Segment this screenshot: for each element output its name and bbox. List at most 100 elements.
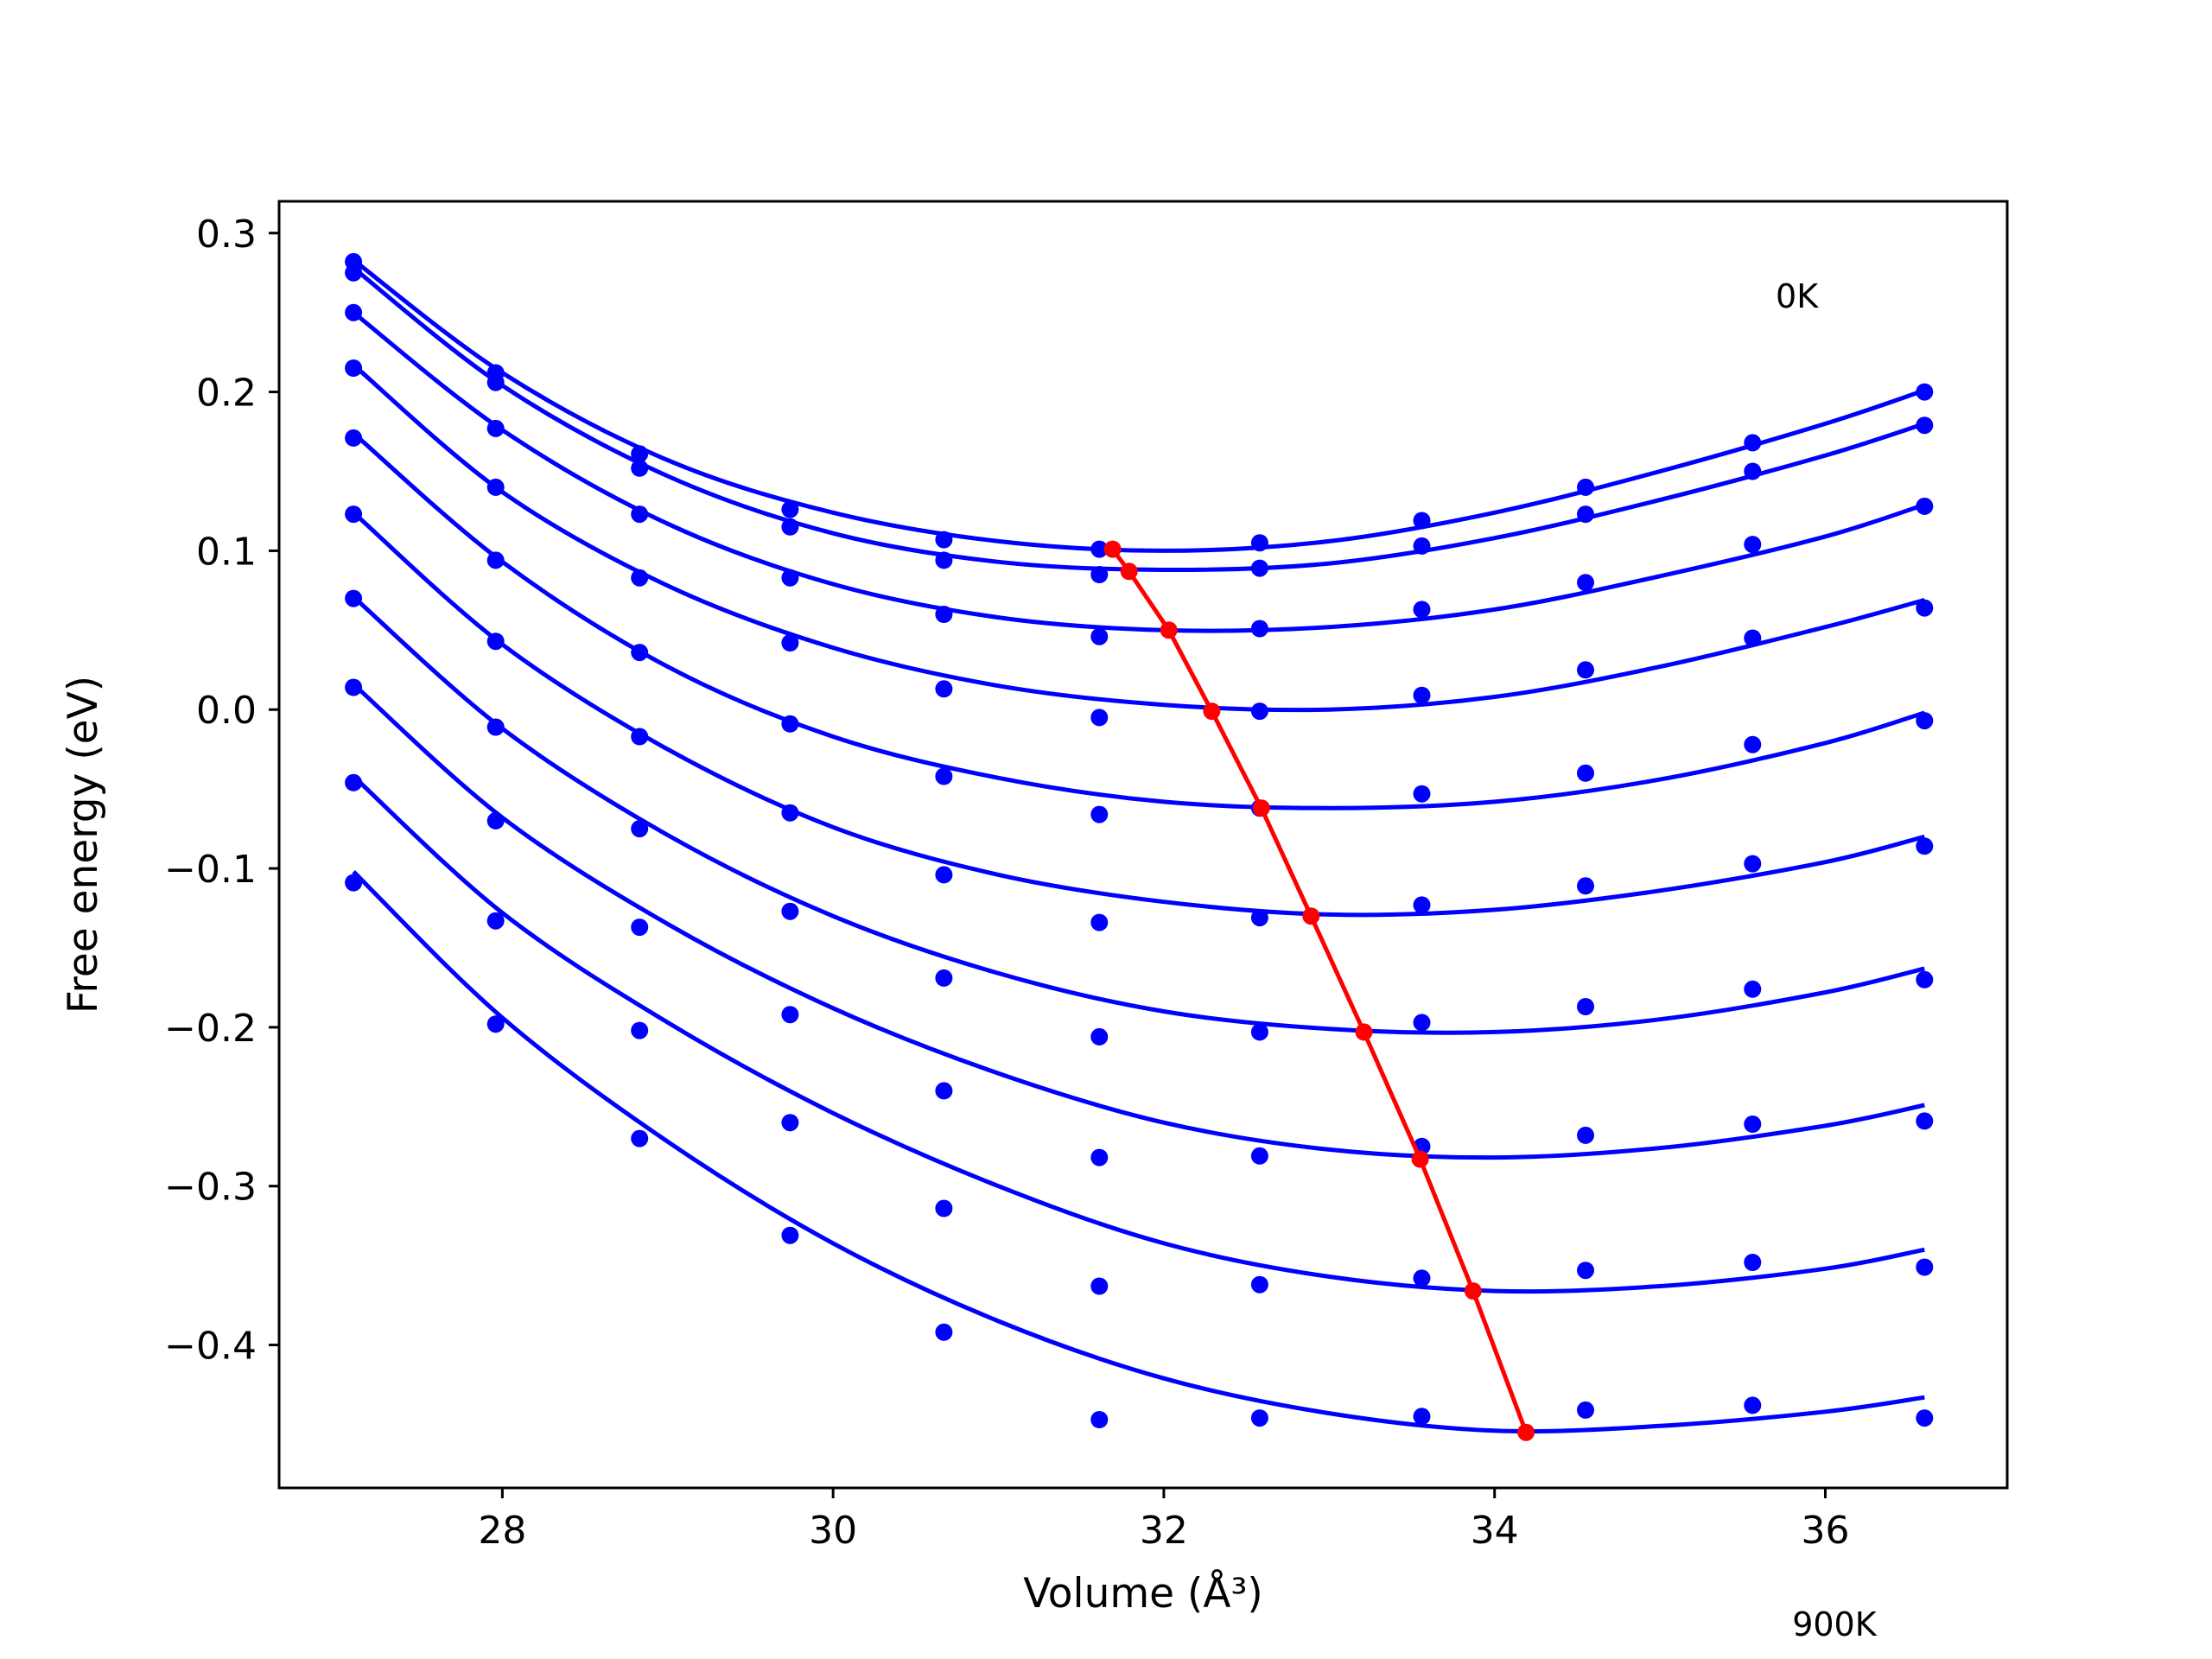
data-point-300K bbox=[1577, 661, 1594, 679]
data-point-600K bbox=[1577, 998, 1594, 1015]
x-axis-label: Volume (Å³) bbox=[1023, 1570, 1262, 1618]
data-point-600K bbox=[781, 902, 799, 920]
data-point-100K bbox=[631, 459, 649, 477]
data-point-400K bbox=[1916, 712, 1934, 730]
data-point-200K bbox=[1916, 497, 1934, 515]
data-point-0K bbox=[1744, 434, 1762, 452]
data-point-900K bbox=[486, 1015, 505, 1033]
y-tick-label: 0.2 bbox=[196, 372, 257, 416]
data-point-900K bbox=[1250, 1409, 1268, 1427]
data-point-800K bbox=[1744, 1254, 1762, 1271]
annotation-900k: 900K bbox=[1792, 1605, 1878, 1643]
fit-curve-0K bbox=[352, 258, 1926, 553]
data-point-700K bbox=[781, 1006, 799, 1024]
data-point-900K bbox=[1744, 1396, 1762, 1414]
data-point-900K bbox=[1413, 1408, 1431, 1426]
data-point-300K bbox=[1090, 709, 1109, 727]
data-point-700K bbox=[1090, 1148, 1109, 1166]
data-point-400K bbox=[631, 644, 649, 662]
y-tick-label: −0.2 bbox=[164, 1007, 257, 1051]
x-axis-ticks: 28 30 32 34 36 bbox=[478, 1488, 1849, 1553]
fit-curve-400K bbox=[352, 431, 1926, 810]
data-point-800K bbox=[1413, 1269, 1431, 1287]
minima-trend-line bbox=[1110, 548, 1529, 1433]
data-point-500K bbox=[1577, 877, 1594, 895]
data-point-400K bbox=[345, 429, 363, 447]
data-point-700K bbox=[486, 811, 505, 830]
data-point-500K bbox=[345, 505, 363, 524]
data-point-700K bbox=[1250, 1147, 1268, 1165]
x-tick-label: 36 bbox=[1801, 1509, 1849, 1553]
data-point-400K bbox=[1577, 764, 1594, 782]
data-point-400K bbox=[1090, 805, 1109, 823]
data-point-400K bbox=[1744, 735, 1762, 753]
data-point-200K bbox=[1577, 574, 1594, 592]
data-point-200K bbox=[1090, 627, 1109, 645]
data-point-800K bbox=[935, 1199, 953, 1217]
data-point-500K bbox=[1090, 913, 1109, 931]
data-point-200K bbox=[781, 569, 799, 587]
data-point-700K bbox=[1577, 1126, 1594, 1144]
plot-frame bbox=[277, 200, 2009, 1490]
minimum-point bbox=[1252, 799, 1270, 817]
x-tick-label: 30 bbox=[809, 1509, 857, 1553]
data-point-900K bbox=[781, 1226, 799, 1244]
data-point-300K bbox=[345, 359, 363, 377]
data-point-500K bbox=[1744, 855, 1762, 873]
fit-curve-900K bbox=[352, 870, 1925, 1434]
y-axis-ticks: 0.3 0.2 0.1 0.0 −0.1 −0.2 −0.3 −0.4 bbox=[164, 213, 279, 1369]
data-point-100K bbox=[1250, 559, 1268, 577]
data-point-0K bbox=[935, 531, 953, 549]
data-point-900K bbox=[631, 1129, 649, 1147]
annotation-0k: 0K bbox=[1776, 277, 1819, 315]
data-point-400K bbox=[935, 767, 953, 785]
data-point-100K bbox=[935, 551, 953, 569]
fit-curve-500K bbox=[352, 511, 1925, 918]
data-point-900K bbox=[935, 1323, 953, 1341]
data-point-200K bbox=[1250, 620, 1268, 638]
minimum-point bbox=[1411, 1150, 1429, 1168]
data-point-800K bbox=[1916, 1258, 1934, 1276]
data-point-700K bbox=[1916, 1112, 1934, 1130]
data-point-300K bbox=[1744, 629, 1762, 647]
data-point-900K bbox=[1090, 1411, 1109, 1428]
data-point-200K bbox=[631, 505, 649, 524]
data-point-700K bbox=[935, 1082, 953, 1100]
data-point-600K bbox=[1916, 970, 1934, 988]
data-point-500K bbox=[1916, 837, 1934, 855]
data-point-0K bbox=[1250, 534, 1268, 552]
data-point-300K bbox=[935, 680, 953, 698]
data-point-800K bbox=[1577, 1262, 1594, 1280]
fit-curves bbox=[352, 258, 1926, 1434]
data-point-900K bbox=[1577, 1401, 1594, 1419]
data-point-100K bbox=[1916, 416, 1934, 435]
fit-curve-800K bbox=[352, 774, 1925, 1294]
y-tick-label: 0.0 bbox=[196, 689, 257, 733]
data-point-800K bbox=[781, 1114, 799, 1132]
minimum-point bbox=[1103, 540, 1122, 558]
data-point-900K bbox=[1916, 1409, 1934, 1427]
data-point-800K bbox=[486, 912, 505, 930]
data-point-0K bbox=[1916, 383, 1934, 401]
data-point-800K bbox=[1090, 1277, 1109, 1295]
data-point-800K bbox=[345, 773, 363, 791]
data-point-200K bbox=[345, 303, 363, 321]
data-point-0K bbox=[781, 500, 799, 518]
data-point-600K bbox=[1250, 1023, 1268, 1041]
data-point-200K bbox=[486, 419, 505, 437]
minimum-point bbox=[1355, 1023, 1373, 1041]
data-point-0K bbox=[1090, 540, 1109, 558]
data-point-600K bbox=[486, 718, 505, 736]
data-point-400K bbox=[1413, 785, 1431, 803]
data-point-300K bbox=[1250, 702, 1268, 721]
data-point-100K bbox=[1413, 537, 1431, 555]
data-point-500K bbox=[631, 728, 649, 746]
y-tick-label: −0.3 bbox=[164, 1166, 257, 1210]
y-tick-label: −0.4 bbox=[164, 1325, 257, 1369]
data-point-600K bbox=[1090, 1027, 1109, 1046]
data-point-0K bbox=[1413, 512, 1431, 530]
data-point-600K bbox=[1744, 980, 1762, 998]
data-point-500K bbox=[1413, 896, 1431, 914]
data-point-400K bbox=[486, 551, 505, 569]
data-point-300K bbox=[1413, 686, 1431, 704]
